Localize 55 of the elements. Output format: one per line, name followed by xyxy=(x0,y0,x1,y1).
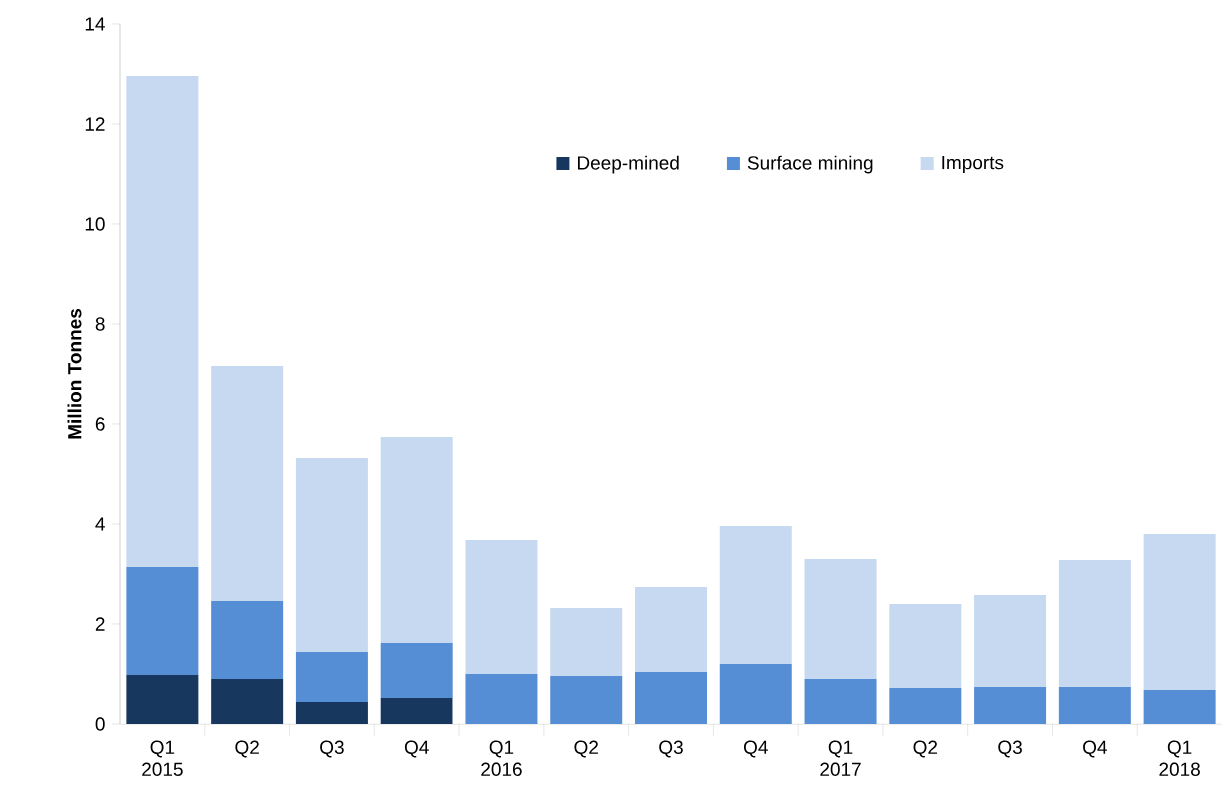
x-tick-label: Q2 xyxy=(913,740,938,758)
bar xyxy=(380,698,453,724)
bar xyxy=(719,664,792,724)
bar xyxy=(126,75,199,567)
bar xyxy=(295,702,368,724)
y-tick-label: 8 xyxy=(95,317,105,331)
x-tick-label: Q1 2016 xyxy=(481,740,522,776)
bar xyxy=(635,672,707,724)
bar xyxy=(550,608,623,676)
bar xyxy=(126,675,199,724)
bar xyxy=(889,604,962,688)
x-tick-label: Q3 xyxy=(320,740,344,758)
legend-label: Deep-mined xyxy=(577,155,679,174)
bar xyxy=(974,687,1047,724)
bar xyxy=(635,587,707,672)
x-tick-label: Q3 xyxy=(998,740,1022,758)
x-tick-label: Q4 xyxy=(744,740,768,758)
bar xyxy=(1058,687,1131,724)
x-tick-label: Q4 xyxy=(1083,740,1107,758)
bar xyxy=(804,559,877,679)
bar xyxy=(295,652,368,702)
bar xyxy=(550,676,623,724)
y-tick-label: 4 xyxy=(95,517,105,531)
x-tick-label: Q1 2015 xyxy=(142,740,183,776)
bar xyxy=(1143,690,1216,724)
x-tick-label: Q2 xyxy=(235,740,259,758)
x-tick-label: Q4 xyxy=(404,740,429,758)
bar xyxy=(211,366,284,601)
y-axis-title: Million Tonnes xyxy=(67,308,82,439)
bar xyxy=(804,679,877,724)
y-tick-label: 2 xyxy=(95,617,105,631)
y-tick-label: 0 xyxy=(95,717,105,731)
bar xyxy=(465,540,538,674)
legend-label: Imports xyxy=(942,156,1004,174)
x-tick-label: Q3 xyxy=(659,740,683,758)
y-tick-label: 12 xyxy=(85,117,105,131)
x-tick-label: Q2 xyxy=(574,740,598,758)
bar xyxy=(295,458,368,652)
bar xyxy=(211,679,284,724)
x-tick-label: Q1 2018 xyxy=(1159,740,1200,776)
y-tick-label: 14 xyxy=(85,17,105,31)
bar xyxy=(126,567,199,675)
bar xyxy=(211,601,284,679)
x-tick-label: Q1 2017 xyxy=(820,740,861,776)
legend-label: Surface mining xyxy=(747,155,873,174)
bar xyxy=(380,437,453,643)
bar xyxy=(1143,534,1216,690)
bar xyxy=(465,674,538,724)
bar xyxy=(719,526,792,664)
bar xyxy=(1058,560,1131,687)
bar xyxy=(380,643,453,698)
bar xyxy=(974,595,1047,687)
y-tick-label: 6 xyxy=(95,417,105,431)
y-tick-label: 10 xyxy=(85,217,105,231)
bar xyxy=(889,688,962,724)
